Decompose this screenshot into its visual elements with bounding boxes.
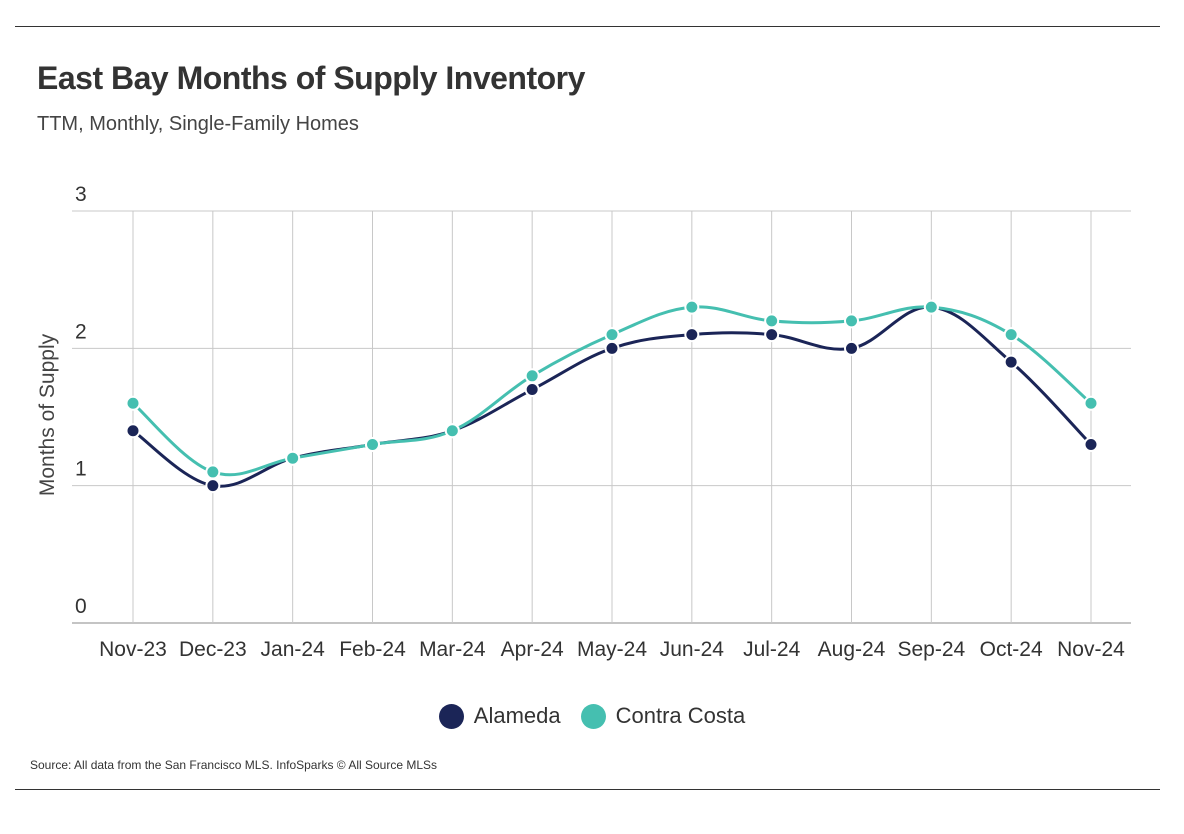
- data-point-contra-costa: [125, 395, 141, 411]
- data-point-contra-costa: [604, 327, 620, 343]
- y-tick-label: 3: [75, 183, 87, 206]
- chart-subtitle: TTM, Monthly, Single-Family Homes: [37, 113, 359, 135]
- legend-dot-alameda: [438, 703, 464, 729]
- data-point-contra-costa: [923, 299, 939, 315]
- chart-title: East Bay Months of Supply Inventory: [37, 60, 585, 96]
- data-point-alameda: [125, 423, 141, 439]
- legend-label-alameda: Alameda: [473, 703, 561, 728]
- x-tick-label: Nov-23: [99, 638, 167, 661]
- x-tick-label: Aug-24: [818, 638, 886, 661]
- data-point-alameda: [604, 340, 620, 356]
- data-point-contra-costa: [764, 313, 780, 329]
- data-point-alameda: [524, 382, 540, 398]
- data-point-contra-costa: [444, 423, 460, 439]
- legend-label-contra-costa: Contra Costa: [615, 703, 746, 728]
- data-point-contra-costa: [844, 313, 859, 329]
- data-point-alameda: [684, 327, 700, 343]
- data-point-contra-costa: [205, 464, 221, 480]
- bottom-rule: [15, 789, 1160, 790]
- y-tick-label: 0: [75, 595, 87, 618]
- x-tick-label: Feb-24: [339, 638, 406, 661]
- data-point-contra-costa: [1083, 395, 1099, 411]
- data-point-contra-costa: [1003, 327, 1019, 343]
- legend-item-contra-costa: Contra Costa: [580, 703, 746, 729]
- x-tick-label: Jan-24: [261, 638, 326, 661]
- data-point-contra-costa: [365, 436, 380, 452]
- data-point-alameda: [1083, 436, 1099, 452]
- legend-dot-contra-costa: [580, 703, 606, 729]
- top-rule: [15, 26, 1160, 27]
- legend-item-alameda: Alameda: [438, 703, 561, 729]
- data-point-alameda: [205, 478, 221, 494]
- legend: Alameda Contra Costa: [0, 703, 1184, 729]
- x-tick-label: Mar-24: [419, 638, 486, 661]
- data-point-contra-costa: [524, 368, 540, 384]
- x-tick-label: May-24: [577, 638, 647, 661]
- x-tick-label: Apr-24: [501, 638, 564, 661]
- x-tick-label: Jul-24: [743, 638, 801, 661]
- y-tick-label: 1: [75, 458, 87, 481]
- source-note: Source: All data from the San Francisco …: [30, 758, 438, 772]
- x-tick-label: Nov-24: [1057, 638, 1125, 661]
- data-point-alameda: [1003, 354, 1019, 370]
- data-point-contra-costa: [684, 299, 700, 315]
- y-tick-label: 2: [75, 320, 87, 343]
- data-point-alameda: [764, 327, 780, 343]
- x-tick-label: Oct-24: [980, 638, 1043, 661]
- data-point-alameda: [844, 340, 859, 356]
- x-tick-label: Dec-23: [179, 638, 247, 661]
- y-axis-title: Months of Supply: [36, 333, 59, 496]
- data-point-contra-costa: [285, 450, 301, 466]
- x-tick-label: Jun-24: [660, 638, 725, 661]
- x-tick-label: Sep-24: [897, 638, 965, 661]
